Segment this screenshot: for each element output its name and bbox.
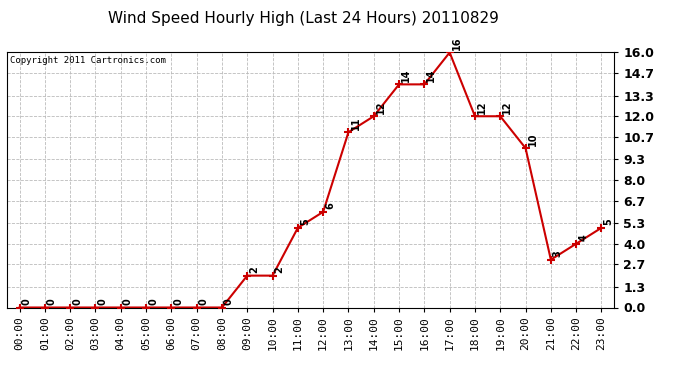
Text: 0: 0 (72, 298, 82, 305)
Text: 5: 5 (300, 219, 310, 225)
Text: 10: 10 (528, 132, 538, 146)
Text: Copyright 2011 Cartronics.com: Copyright 2011 Cartronics.com (10, 56, 166, 65)
Text: 6: 6 (325, 203, 335, 210)
Text: 3: 3 (553, 251, 563, 257)
Text: 12: 12 (502, 100, 512, 114)
Text: 14: 14 (426, 69, 436, 82)
Text: 4: 4 (578, 235, 588, 242)
Text: 2: 2 (275, 267, 284, 273)
Text: Wind Speed Hourly High (Last 24 Hours) 20110829: Wind Speed Hourly High (Last 24 Hours) 2… (108, 11, 499, 26)
Text: 16: 16 (452, 37, 462, 50)
Text: 0: 0 (173, 298, 184, 305)
Text: 14: 14 (401, 69, 411, 82)
Text: 12: 12 (376, 100, 386, 114)
Text: 0: 0 (148, 298, 158, 305)
Text: 0: 0 (97, 298, 108, 305)
Text: 11: 11 (351, 116, 360, 130)
Text: 2: 2 (249, 267, 259, 273)
Text: 5: 5 (604, 219, 613, 225)
Text: 0: 0 (199, 298, 208, 305)
Text: 0: 0 (224, 298, 234, 305)
Text: 0: 0 (47, 298, 57, 305)
Text: 0: 0 (21, 298, 32, 305)
Text: 12: 12 (477, 100, 487, 114)
Text: 0: 0 (123, 298, 132, 305)
